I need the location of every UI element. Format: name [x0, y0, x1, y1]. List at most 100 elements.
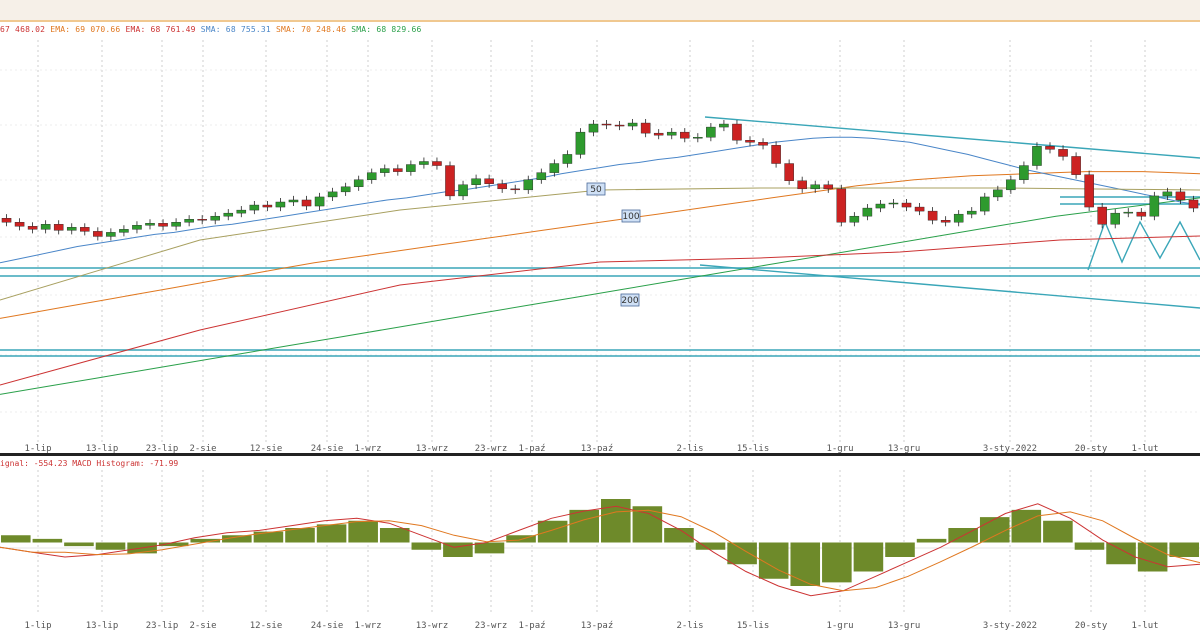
- candle-down: [262, 204, 273, 208]
- candle-down: [1136, 211, 1147, 217]
- x-tick-label: 23-lip: [146, 444, 179, 454]
- candle-down: [823, 184, 834, 190]
- macd-histogram-bar: [1074, 542, 1105, 550]
- candle-up: [353, 179, 364, 188]
- candle-up: [419, 161, 429, 165]
- candle-down: [1, 217, 12, 223]
- candle-up: [953, 213, 964, 223]
- x-tick-label-macd: 15-lis: [737, 621, 770, 630]
- candle-up: [340, 186, 351, 193]
- x-tick-label: 2-lis: [676, 444, 703, 454]
- candle-up: [380, 168, 390, 173]
- candle-down: [1045, 146, 1055, 150]
- candle-up: [275, 201, 286, 208]
- x-tick-label: 1-paź: [518, 444, 545, 454]
- window-title-bar: [0, 0, 1200, 22]
- x-tick-label-macd: 13-paź: [581, 621, 614, 630]
- macd-line: [0, 503, 1200, 597]
- candle-down: [301, 199, 312, 207]
- candle-up: [1006, 179, 1016, 191]
- trendline-upper: [704, 116, 1200, 159]
- x-tick-label-macd: 1-lip: [24, 621, 51, 630]
- macd-signal-value: ignal: -554.23: [0, 459, 68, 468]
- candle-up: [588, 123, 599, 133]
- candle-up: [327, 191, 338, 198]
- svg-text:50: 50: [590, 185, 602, 195]
- candle-down: [497, 183, 507, 190]
- candle-up: [666, 131, 677, 136]
- macd-histogram-bar: [695, 542, 726, 550]
- legend-value-0: 67 468.02: [0, 25, 46, 34]
- macd-histogram-bar: [1043, 520, 1073, 543]
- candle-down: [940, 220, 951, 223]
- ma-tag-200: 200: [620, 293, 640, 307]
- macd-histogram-bar: [758, 542, 789, 579]
- macd-histogram-bar: [474, 542, 505, 554]
- x-tick-label: 13-lip: [86, 444, 119, 454]
- candle-down: [27, 226, 38, 230]
- legend-ema-1: EMA: 69 070.66: [50, 25, 121, 34]
- macd-histogram-bar: [158, 542, 189, 547]
- candle-up: [184, 219, 194, 223]
- macd-histogram-bar: [1169, 542, 1199, 557]
- macd-histogram-bar: [1, 535, 31, 543]
- candle-down: [745, 140, 755, 143]
- x-tick-label: 1-lip: [24, 444, 51, 454]
- candle-up: [706, 126, 716, 138]
- candle-up: [40, 224, 51, 230]
- svg-text:200: 200: [621, 296, 638, 306]
- svg-text:100: 100: [622, 212, 639, 222]
- x-tick-label-macd: 1-lut: [1131, 621, 1158, 630]
- macd-histogram-bar: [379, 528, 410, 543]
- legend-sma-3: SMA: 68 829.66: [351, 25, 422, 34]
- macd-histogram-bar: [979, 517, 1010, 543]
- candle-up: [1162, 191, 1173, 197]
- candle-down: [14, 222, 25, 227]
- candle-down: [393, 168, 403, 172]
- candle-down: [784, 163, 794, 181]
- x-tick-label-macd: 3-sty-2022: [983, 621, 1037, 630]
- candle-up: [314, 196, 325, 207]
- macd-histogram-bar: [348, 520, 378, 543]
- macd-histogram-bar: [253, 531, 284, 543]
- candle-up: [575, 131, 586, 155]
- macd-histogram-bar: [32, 538, 63, 543]
- candle-down: [158, 223, 168, 227]
- candle-up: [132, 225, 142, 230]
- x-tick-label-macd: 23-wrz: [475, 621, 508, 630]
- candle-down: [614, 124, 625, 127]
- x-tick-label: 13-paź: [581, 444, 614, 454]
- macd-legend: ignal: -554.23 MACD Histogram: -71.99: [0, 459, 178, 468]
- macd-histogram-bar: [916, 538, 947, 543]
- legend-sma-2: SMA: 70 248.46: [275, 25, 347, 34]
- x-tick-label-macd: 1-wrz: [354, 621, 381, 630]
- macd-histogram-bar: [1011, 509, 1042, 543]
- candle-down: [680, 131, 690, 139]
- candle-up: [980, 196, 990, 212]
- candle-down: [1175, 191, 1186, 201]
- x-tick-label-macd: 2-lis: [676, 621, 703, 630]
- candle-up: [1110, 212, 1120, 225]
- candle-up: [627, 122, 638, 127]
- ma-tag-100: 100: [621, 209, 641, 223]
- legend-sma-1: SMA: 68 755.31: [200, 25, 271, 34]
- macd-histogram-bar: [285, 528, 315, 543]
- macd-histogram-bar: [569, 509, 599, 543]
- x-tick-label: 15-lis: [737, 444, 770, 454]
- macd-histogram-bar: [664, 528, 694, 543]
- candle-down: [758, 142, 768, 146]
- candle-down: [510, 188, 520, 191]
- macd-histogram-bar: [885, 542, 915, 557]
- candle-down: [1058, 149, 1068, 157]
- candle-up: [693, 136, 703, 139]
- macd-histogram-bar: [537, 520, 568, 543]
- x-tick-label-macd: 1-paź: [518, 621, 545, 630]
- ma-tag-50: 50: [586, 182, 606, 196]
- macd-histogram-bar: [506, 535, 536, 543]
- candle-up: [888, 202, 899, 205]
- x-tick-label-macd: 2-sie: [189, 621, 216, 630]
- candle-down: [1071, 156, 1081, 175]
- x-tick-label: 1-lut: [1131, 444, 1158, 454]
- x-tick-label: 23-wrz: [475, 444, 508, 454]
